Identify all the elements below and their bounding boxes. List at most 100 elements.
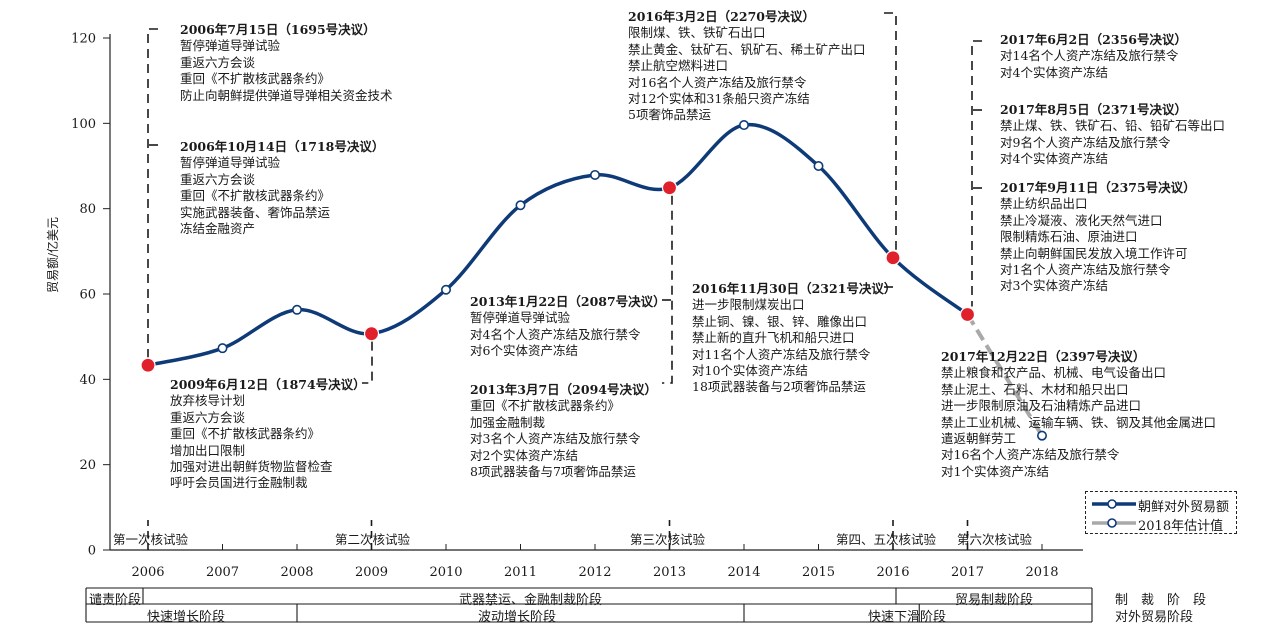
annotation-line: 18项武器装备与2项奢饰品禁运	[692, 379, 866, 395]
estimate-line	[965, 313, 1044, 437]
data-point-highlight	[959, 306, 976, 323]
estimate-point	[1037, 430, 1048, 441]
annotation-line: 禁止铜、镍、银、锌、雕像出口	[692, 313, 868, 329]
resolution-marker	[971, 40, 982, 307]
annotation-line: 禁止黄金、钛矿石、钒矿石、稀土矿产出口	[628, 41, 866, 57]
annotation-line: 对4个实体资产冻结	[1000, 64, 1108, 80]
annotation-line: 对16名个人资产冻结及旅行禁令	[628, 74, 807, 90]
data-point	[589, 169, 600, 180]
annotation-r1718: 2006年10月14日（1718号决议） 暂停弹道导弹试验 重返六方会谈 重回《不扩散…	[180, 139, 384, 237]
y-tick-label: 120	[71, 32, 96, 47]
x-tick-label: 2016	[876, 565, 909, 580]
annotation-title: 2016年3月2日（2270号决议）	[628, 9, 815, 24]
annotation-line: 重回《不扩散核武器条约》	[180, 188, 331, 204]
annotation-line: 限制精炼石油、原油进口	[1000, 229, 1138, 245]
annotation-title: 2017年6月2日（2356号决议）	[1000, 32, 1187, 47]
data-point-highlight	[661, 180, 678, 196]
y-tick-label: 0	[88, 544, 96, 559]
annotation-title: 2017年8月5日（2371号决议）	[1000, 102, 1187, 117]
nuclear-test-label: 第二次核试验	[335, 532, 411, 547]
legend: 朝鲜对外贸易额 2018年估计值	[1085, 491, 1237, 534]
annotation-line: 禁止冷凝液、液化天然气进口	[1000, 212, 1163, 228]
trade-row-label: 对外贸易阶段	[1115, 610, 1194, 625]
annotation-line: 对4个实体资产冻结	[1000, 151, 1108, 167]
data-point-highlight	[363, 326, 380, 342]
annotation-line: 禁止泥土、石料、木材和船只出口	[941, 381, 1129, 397]
annotation-title: 2013年3月7日（2094号决议）	[470, 382, 657, 397]
x-tick-label: 2011	[504, 565, 537, 580]
nuclear-test-label: 第三次核试验	[630, 532, 706, 547]
annotation-title: 2017年9月11日（2375号决议）	[1000, 180, 1196, 195]
x-tick-label: 2006	[131, 565, 164, 580]
resolution-marker	[662, 195, 673, 384]
annotation-line: 禁止煤、铁、铁矿石、铅、铅矿石等出口	[1000, 118, 1226, 134]
annotation-line: 对16名个人资产冻结及旅行禁令	[941, 447, 1120, 463]
annotation-r2270: 2016年3月2日（2270号决议） 限制煤、铁、铁矿石出口 禁止黄金、钛矿石、钒矿…	[628, 9, 866, 124]
x-tick-label: 2007	[206, 565, 239, 580]
data-point-highlight	[140, 357, 156, 373]
annotation-line: 遣返朝鲜劳工	[941, 431, 1017, 447]
annotation-line: 8项武器装备与7项奢饰品禁运	[470, 464, 636, 480]
nuclear-test-label: 第一次核试验	[113, 532, 189, 547]
annotation-line: 冻结金融资产	[180, 221, 256, 237]
annotation-line: 禁止粮食和农产品、机械、电气设备出口	[941, 365, 1167, 381]
x-tick-label: 2018	[1025, 565, 1058, 580]
trade-stage-label: 快速下滑阶段	[868, 610, 947, 625]
trade-stage-label: 波动增长阶段	[478, 610, 557, 625]
annotation-title: 2006年7月15日（1695号决议）	[180, 22, 376, 37]
annotation-line: 禁止新的直升飞机和船只进口	[692, 330, 855, 346]
x-tick-label: 2013	[653, 565, 686, 580]
annotation-line: 5项奢饰品禁运	[628, 107, 711, 123]
y-axis-label: 贸易额/亿美元	[46, 216, 60, 293]
sanction-stage-label: 谴责阶段	[89, 593, 142, 608]
y-tick-label: 60	[79, 288, 96, 303]
annotation-line: 重回《不扩散核武器条约》	[470, 398, 621, 414]
x-tick-label: 2014	[727, 565, 760, 580]
data-point-highlight	[885, 250, 901, 266]
sanction-stage-label: 武器禁运、金融制裁阶段	[459, 593, 603, 608]
annotation-r2356: 2017年6月2日（2356号决议） 对14名个人资产冻结及旅行禁令 对4个实体资产…	[1000, 32, 1187, 81]
x-tick-label: 2010	[429, 565, 462, 580]
annotation-title: 2009年6月12日（1874号决议）	[170, 377, 366, 392]
y-tick-label: 80	[79, 202, 96, 217]
annotation-line: 呼吁会员国进行金融制裁	[170, 475, 308, 491]
annotation-line: 加强金融制裁	[470, 414, 546, 430]
data-point	[813, 161, 824, 172]
resolution-marker	[884, 12, 897, 250]
resolution-marker	[362, 341, 373, 384]
annotation-line: 对14名个人资产冻结及旅行禁令	[1000, 48, 1179, 64]
annotation-line: 禁止航空燃料进口	[628, 58, 729, 74]
legend-swatch-trade	[1092, 499, 1136, 509]
annotation-line: 重回《不扩散核武器条约》	[180, 71, 331, 87]
annotation-line: 对10个实体资产冻结	[692, 363, 808, 379]
trade-stage-label: 快速增长阶段	[147, 610, 226, 625]
annotation-line: 重返六方会谈	[180, 171, 256, 187]
sanction-row-label: 制 裁 阶 段	[1115, 593, 1207, 608]
annotation-line: 加强对进出朝鲜货物监督检查	[170, 459, 333, 475]
sanction-stage-label: 贸易制裁阶段	[955, 593, 1034, 608]
y-tick-label: 20	[79, 458, 96, 473]
annotation-line: 对11名个人资产冻结及旅行禁令	[692, 346, 871, 362]
annotation-line: 增加出口限制	[170, 442, 246, 458]
legend-swatch-estimate	[1092, 518, 1136, 528]
legend-label: 2018年估计值	[1138, 519, 1224, 534]
x-tick-label: 2008	[280, 565, 313, 580]
data-point	[440, 284, 451, 295]
annotation-r2371: 2017年8月5日（2371号决议） 禁止煤、铁、铁矿石、铅、铅矿石等出口 对9名个…	[1000, 102, 1225, 168]
legend-item-trade: 朝鲜对外贸易额	[1086, 495, 1236, 515]
annotation-line: 暂停弹道导弹试验	[180, 155, 281, 171]
data-point	[217, 343, 228, 354]
annotation-line: 禁止纺织品出口	[1000, 196, 1088, 212]
x-tick-label: 2015	[802, 565, 835, 580]
annotation-line: 对3名个人资产冻结及旅行禁令	[470, 431, 641, 447]
annotation-r2375: 2017年9月11日（2375号决议） 禁止纺织品出口 禁止冷凝液、液化天然气进口限…	[1000, 180, 1196, 295]
nuclear-test-label: 第四、五次核试验	[836, 532, 937, 547]
annotation-title: 2016年11月30日（2321号决议）	[692, 281, 897, 296]
x-tick-label: 2017	[951, 565, 984, 580]
annotation-line: 限制煤、铁、铁矿石出口	[628, 25, 766, 41]
annotation-line: 暂停弹道导弹试验	[470, 310, 571, 326]
annotation-title: 2006年10月14日（1718号决议）	[180, 139, 385, 154]
annotation-r2397: 2017年12月22日（2397号决议） 禁止粮食和农产品、机械、电气设备出口 禁止…	[941, 349, 1216, 480]
legend-label: 朝鲜对外贸易额	[1138, 500, 1230, 515]
